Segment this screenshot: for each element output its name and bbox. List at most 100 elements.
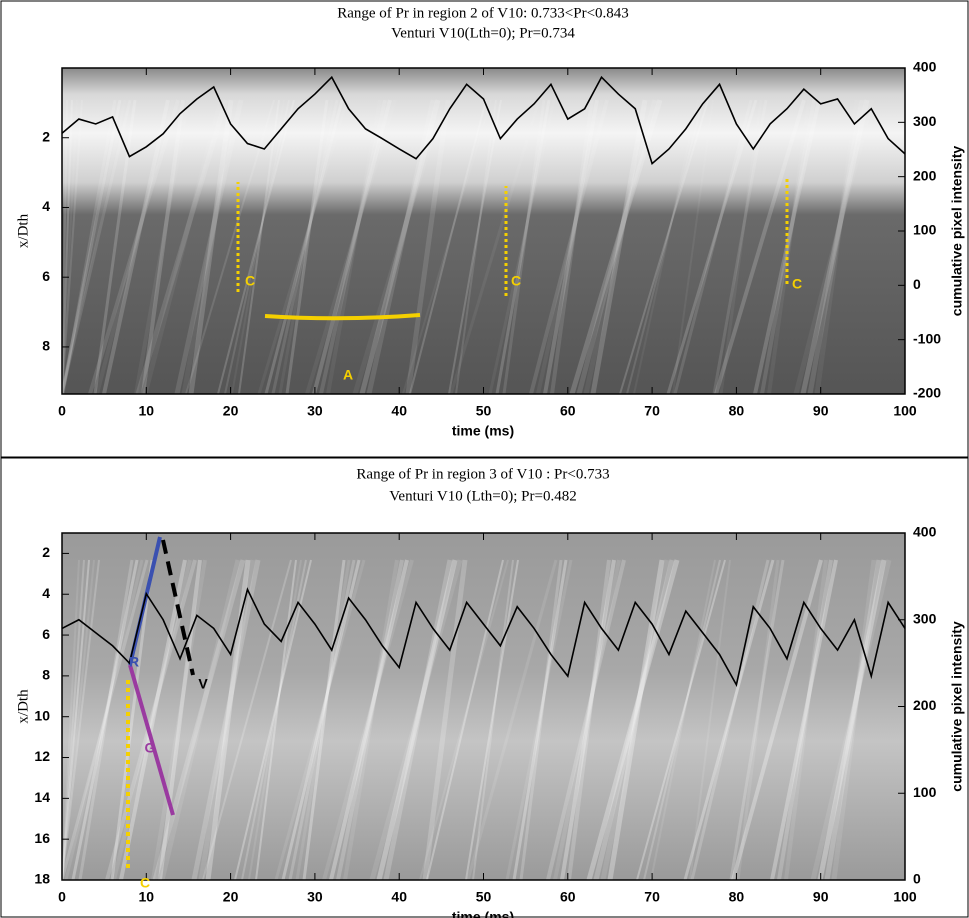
streak (449, 99, 541, 395)
streak (690, 559, 770, 881)
streak (319, 99, 387, 395)
streak (636, 559, 726, 881)
streak (329, 559, 409, 881)
streak (61, 99, 117, 395)
streak (767, 99, 811, 395)
streak (409, 99, 487, 395)
streak (553, 559, 621, 881)
streak (224, 99, 290, 395)
streak (495, 99, 551, 395)
y2-tick-label: 300 (913, 610, 937, 626)
streak (672, 99, 714, 395)
x-tick-label: 50 (476, 889, 492, 905)
streak (359, 99, 441, 395)
streak (61, 99, 73, 395)
streak (560, 559, 616, 881)
x-tick-label: 40 (391, 403, 407, 419)
streak (472, 559, 514, 881)
streak (61, 99, 78, 395)
arrow (161, 539, 195, 676)
x-tick-label: 70 (644, 403, 660, 419)
streak (366, 99, 436, 395)
streak (383, 559, 453, 881)
streak (689, 559, 731, 881)
streak (198, 559, 256, 881)
streak (93, 99, 137, 395)
streak (61, 559, 90, 881)
streak (546, 559, 626, 881)
annotation: G (145, 740, 156, 756)
streak (336, 559, 404, 881)
streak (142, 99, 224, 395)
streaks (60, 99, 892, 881)
streak (736, 559, 780, 881)
streak (119, 559, 187, 881)
streak (793, 99, 875, 395)
streak (729, 559, 785, 881)
streak (519, 559, 563, 881)
x-tick-label: 80 (729, 889, 745, 905)
annotation: V (198, 676, 208, 692)
streak (255, 559, 297, 881)
streak (326, 99, 382, 395)
streak (281, 559, 361, 881)
streak (810, 559, 892, 881)
x-tick-label: 60 (560, 403, 576, 419)
streak (60, 99, 132, 395)
streak (61, 559, 100, 881)
y-tick-label: 8 (42, 338, 50, 354)
y2-tick-label: -100 (913, 330, 941, 346)
y2-tick-label: 200 (913, 697, 937, 713)
streak (466, 559, 558, 881)
y2-tick-label: 0 (913, 276, 921, 292)
streak (78, 559, 134, 881)
y-tick-label: 2 (42, 544, 50, 560)
y-tick-label: 4 (42, 198, 50, 214)
streak (529, 99, 609, 395)
streak (312, 99, 392, 395)
streak (274, 559, 366, 881)
y-tick-label: 10 (34, 707, 50, 723)
x-tick-label: 50 (476, 403, 492, 419)
x-tick-label: 0 (58, 889, 66, 905)
streak (666, 99, 758, 395)
streak (95, 99, 175, 395)
x-tick-label: 10 (139, 403, 155, 419)
y-tick-label: 6 (42, 268, 50, 284)
streak (302, 559, 346, 881)
arrow (128, 664, 175, 816)
streak (426, 559, 504, 881)
streak (159, 559, 241, 881)
streak (770, 559, 838, 881)
streak (61, 99, 68, 395)
streak (248, 559, 302, 881)
streak (419, 559, 509, 881)
x-tick-label: 40 (391, 889, 407, 905)
chart-title: Range of Pr in region 3 of V10 : Pr<0.73… (356, 466, 609, 482)
streak (512, 559, 568, 881)
y2-axis-label: cumulative pixel intensity (949, 621, 965, 792)
y2-tick-label: 400 (913, 524, 937, 540)
streak (567, 559, 611, 881)
streak (607, 559, 665, 881)
y2-axis-label: cumulative pixel intensity (949, 146, 965, 317)
x-tick-label: 100 (893, 403, 917, 419)
streak (376, 559, 458, 881)
streak (817, 559, 887, 881)
y2-tick-label: 100 (913, 784, 937, 800)
annotation: C (511, 273, 521, 289)
streak (174, 99, 244, 395)
spacetime-image (62, 533, 905, 880)
streak (712, 99, 768, 395)
x-tick-label: 0 (58, 403, 66, 419)
streak (141, 99, 185, 395)
panel-frame (0, 457, 969, 918)
y2-tick-label: -200 (913, 385, 941, 401)
streak (719, 99, 763, 395)
annotation: C (245, 273, 255, 289)
streak (238, 99, 280, 395)
streak (550, 99, 594, 395)
x-tick-label: 80 (729, 403, 745, 419)
y-tick-label: 8 (42, 667, 50, 683)
y2-tick-label: 200 (913, 167, 937, 183)
